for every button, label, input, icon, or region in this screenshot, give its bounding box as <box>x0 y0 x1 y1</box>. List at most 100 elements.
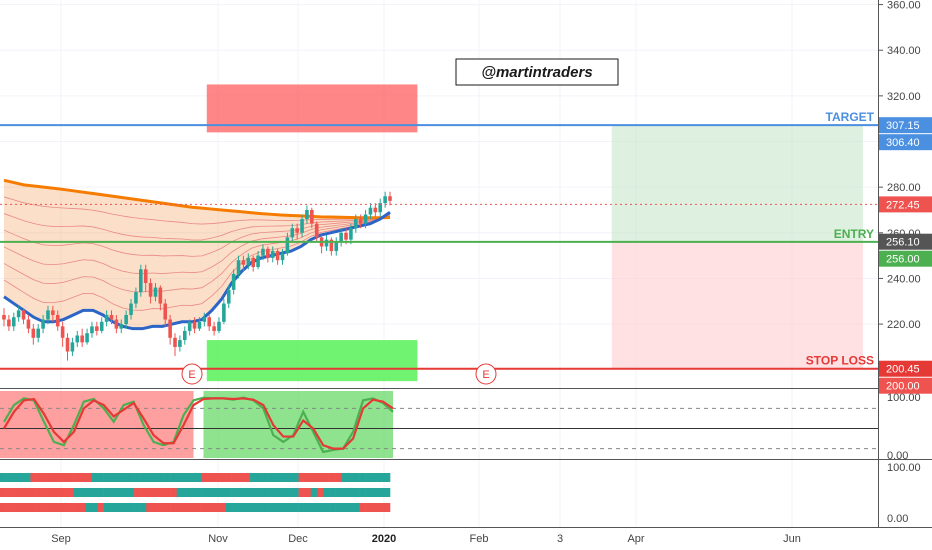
trend-bar <box>310 473 318 482</box>
trend-bar <box>54 503 62 512</box>
trend-bar <box>115 503 123 512</box>
trend-bar <box>127 488 135 497</box>
candle-down <box>168 319 172 338</box>
trend-bar <box>18 488 25 497</box>
trend-bar <box>219 503 226 512</box>
earnings-event-label: E <box>482 369 489 381</box>
price-tag <box>879 377 932 394</box>
price-tag-label: 272.45 <box>886 199 920 211</box>
trend-bar <box>280 473 287 482</box>
price-lines[interactable]: TARGET ENTRY STOP LOSS <box>0 110 878 370</box>
trend-bar <box>18 503 25 512</box>
candle-down <box>114 319 119 329</box>
candle-up <box>134 292 138 304</box>
trend-bar <box>292 503 299 512</box>
candle-down <box>192 321 197 329</box>
trend-bar <box>103 503 110 512</box>
trend-bar <box>243 503 251 512</box>
candle-down <box>80 335 84 343</box>
candle-down <box>329 239 334 252</box>
trend-bars-panel <box>0 473 391 512</box>
price-tag-label: 256.00 <box>886 254 920 266</box>
candle-up <box>75 335 80 343</box>
trend-bar <box>341 488 348 497</box>
trend-bar <box>268 503 275 512</box>
trend-bar <box>54 488 62 497</box>
trend-bar <box>237 488 245 497</box>
price-tag <box>879 233 932 250</box>
trend-bar <box>0 473 7 482</box>
trend-bar <box>195 503 202 512</box>
trend-bar <box>115 473 123 482</box>
trend-bar <box>280 488 287 497</box>
trend-bar <box>213 488 220 497</box>
candle-down <box>109 314 114 320</box>
trend-bar <box>30 488 37 497</box>
trend-bar <box>365 488 373 497</box>
trend-bar <box>60 473 68 482</box>
trend-bar <box>42 473 50 482</box>
trend-bar <box>73 473 80 482</box>
trend-bar <box>377 503 385 512</box>
stochastic-line <box>3 396 394 454</box>
candle-up <box>197 321 202 329</box>
ema-ribbon-line <box>3 214 391 275</box>
long-position-box[interactable] <box>611 125 863 369</box>
trend-bar <box>48 488 56 497</box>
trend-bar <box>188 473 196 482</box>
trend-bar <box>341 503 348 512</box>
trend-bar <box>103 488 110 497</box>
trend-bar <box>91 473 98 482</box>
trend-bar <box>280 503 287 512</box>
candle-up <box>280 253 285 261</box>
candle-up <box>270 251 275 258</box>
trend-bar <box>286 503 293 512</box>
candle-up <box>70 342 75 352</box>
trend-bar <box>249 488 257 497</box>
trend-bar <box>182 488 190 497</box>
trend-bar <box>6 488 13 497</box>
trend-bar <box>268 473 275 482</box>
candle-up <box>285 237 290 254</box>
trend-tick-label: 100.00 <box>887 462 921 474</box>
trend-bar <box>170 473 178 482</box>
trend-bar <box>36 488 43 497</box>
candle-up <box>363 214 368 224</box>
x-tick-label: Feb <box>470 533 489 545</box>
x-tick-label: Sep <box>51 533 71 545</box>
trend-bar <box>152 503 159 512</box>
candle-down <box>266 248 270 258</box>
candle-down <box>163 303 168 320</box>
ema-ribbon-line <box>3 196 391 225</box>
trend-bar <box>335 488 342 497</box>
candle-up <box>153 287 158 297</box>
candle-up <box>349 228 353 240</box>
trend-bar <box>127 503 135 512</box>
ema-ribbon-line <box>3 214 391 257</box>
earnings-event-label: E <box>188 369 195 381</box>
trend-bar <box>109 473 117 482</box>
stochastic-tick-label: 0.00 <box>887 450 908 462</box>
trend-bar <box>188 503 196 512</box>
candle-down <box>207 317 212 327</box>
trend-bar <box>237 473 245 482</box>
price-tag <box>879 360 932 377</box>
candle-up <box>300 219 304 233</box>
trend-bar <box>91 488 98 497</box>
trend-bar <box>243 488 251 497</box>
candle-up <box>124 314 128 325</box>
candle-down <box>344 232 348 240</box>
trend-bar <box>365 503 373 512</box>
candle-down <box>143 269 148 284</box>
trend-bar <box>164 488 171 497</box>
candle-up <box>246 257 251 265</box>
x-tick-label: 3 <box>557 533 563 545</box>
candle-up <box>378 203 383 213</box>
trend-bar <box>213 473 220 482</box>
trend-bar <box>60 488 68 497</box>
trend-bar <box>18 473 25 482</box>
trend-bar <box>298 503 305 512</box>
candle-down <box>95 326 99 331</box>
